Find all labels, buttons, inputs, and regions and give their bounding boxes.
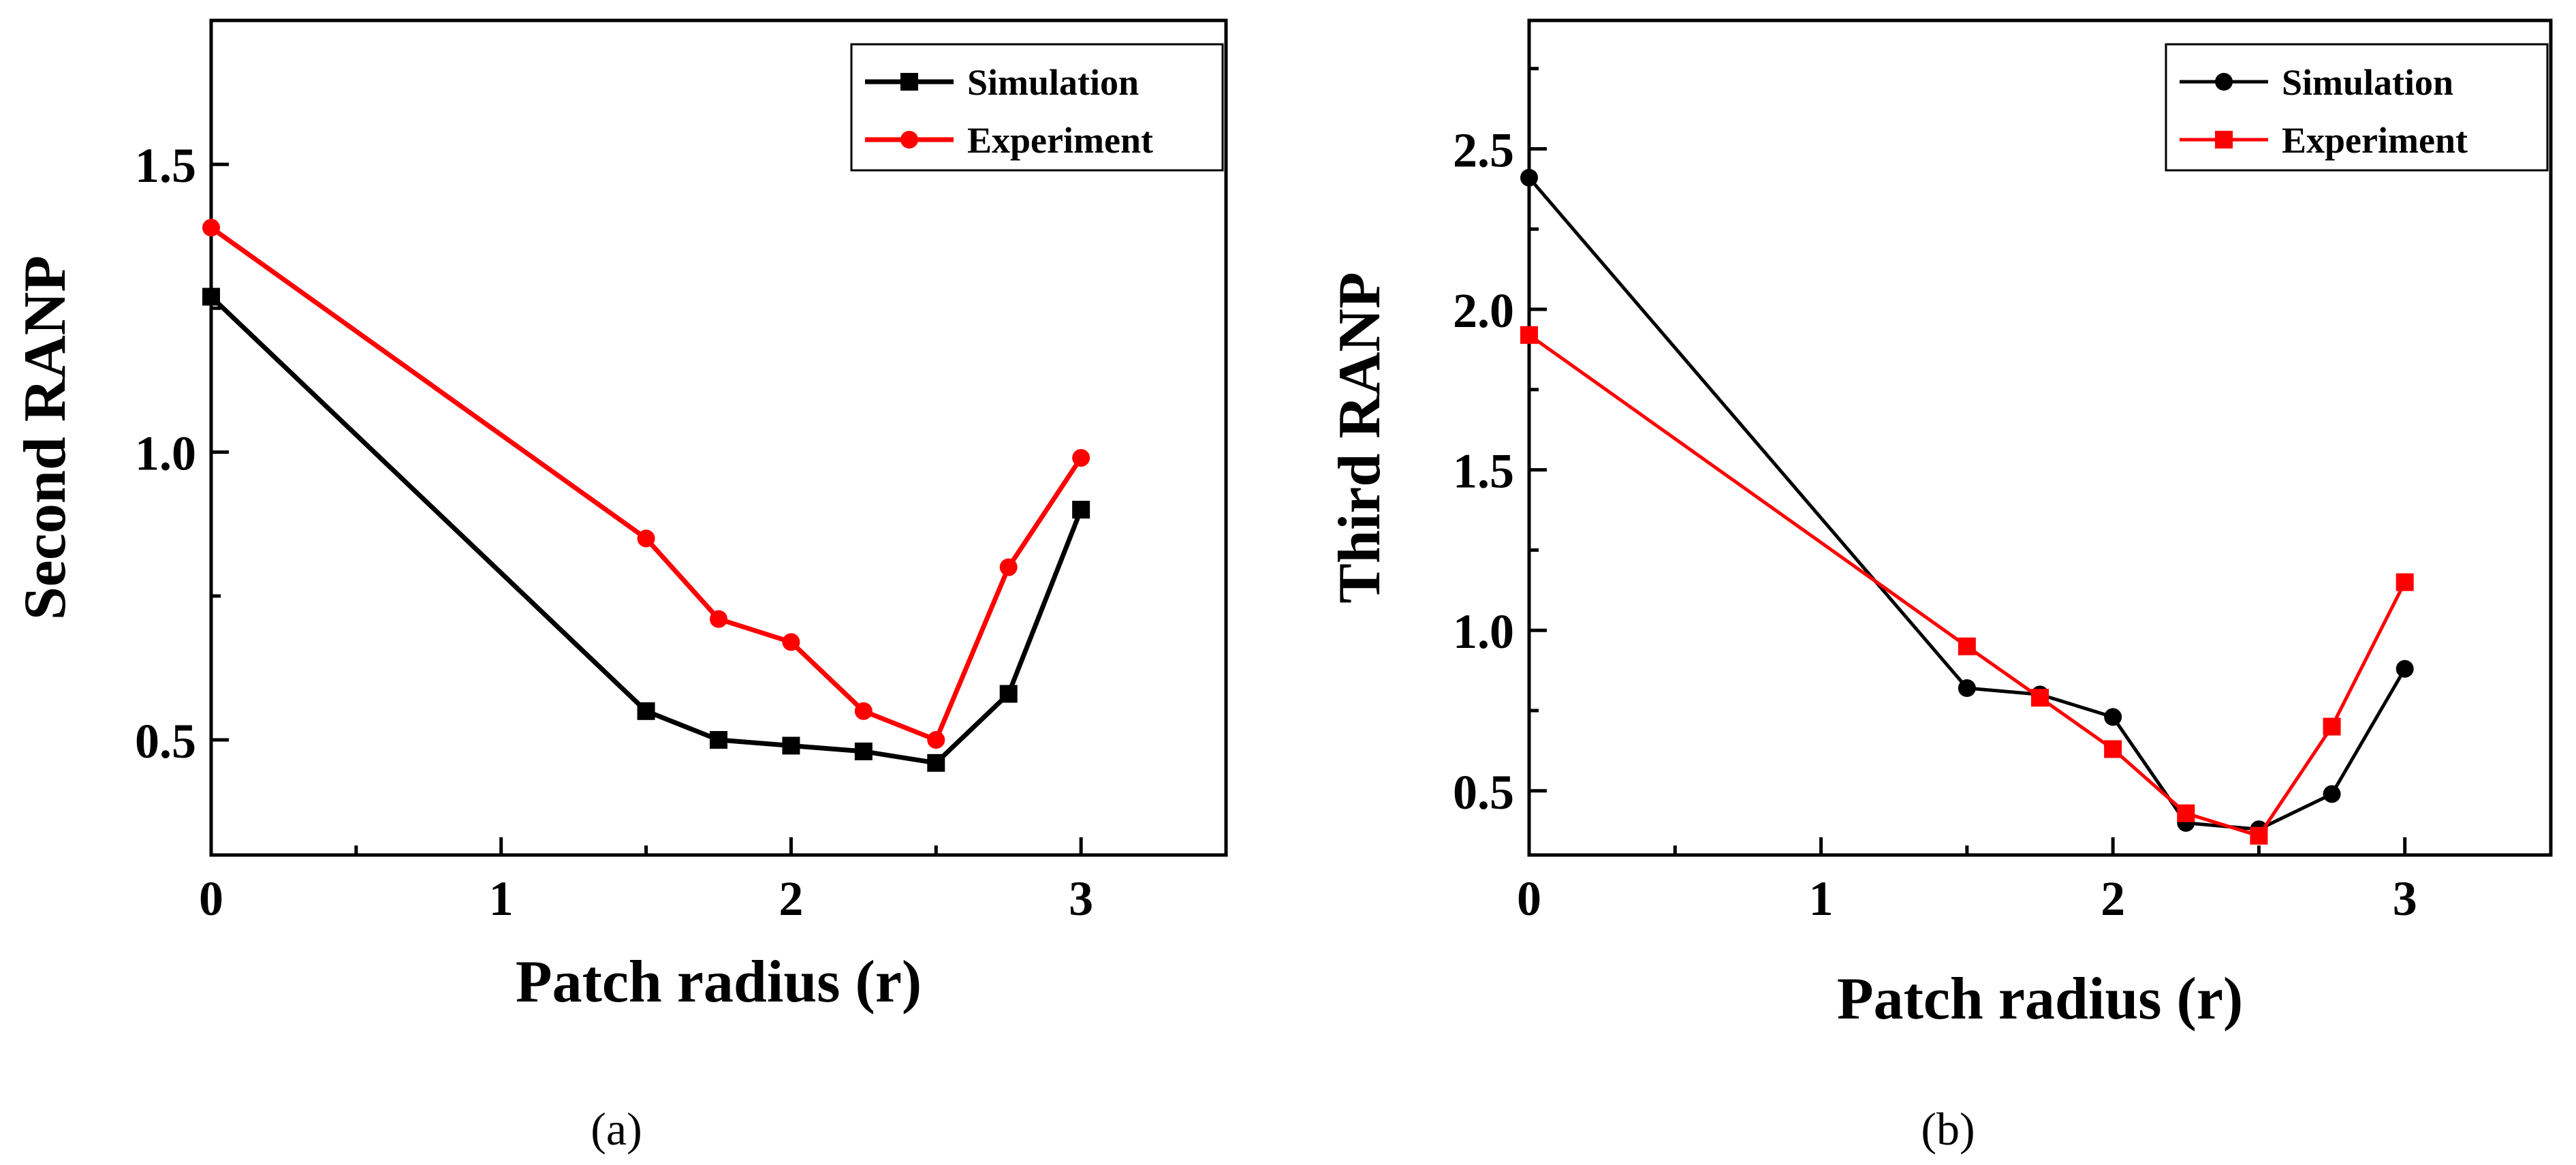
x-axis-title: Patch radius (r) [516, 949, 922, 1015]
data-point [927, 731, 945, 749]
x-tick-label: 1 [1809, 871, 1834, 926]
series-line [209, 294, 1084, 766]
y-axis-title: Third RANP [1327, 272, 1393, 604]
legend-marker [2215, 73, 2233, 91]
legend-item-experiment: Experiment [865, 120, 1153, 161]
data-point [202, 288, 220, 306]
y-tick-label: 1.5 [135, 138, 196, 193]
data-point [2177, 804, 2195, 822]
series-line [1528, 176, 2406, 831]
plot-frame [209, 18, 1228, 857]
x-tick-label: 0 [199, 871, 223, 926]
chart-panel-b: 0 1 2 3 0.5 1.0 1.5 2.0 2.5 Patch radius (r) Third… [1327, 18, 2553, 1155]
data-point [637, 702, 655, 720]
x-tick-label: 3 [1069, 871, 1093, 926]
x-tick-label: 2 [2101, 871, 2125, 926]
data-point [854, 742, 873, 760]
series-experiment [1520, 326, 2414, 845]
series-simulation [202, 288, 1090, 772]
legend-marker [900, 73, 918, 91]
plot-frame [1527, 18, 2553, 857]
data-point [2396, 659, 2414, 678]
legend-item-experiment: Experiment [2180, 120, 2468, 161]
data-point [1520, 168, 1538, 187]
data-point [2104, 740, 2122, 758]
data-point [202, 219, 220, 237]
chart-panel-a: 0 1 2 3 0.5 1.0 1.5 Patch radius (r) Second RANP… [12, 18, 1228, 1155]
x-tick-label: 1 [489, 871, 514, 926]
y-axis-title: Second RANP [12, 255, 78, 620]
legend-label: Simulation [2282, 62, 2453, 103]
data-point [927, 754, 945, 772]
legend-item-simulation: Simulation [2180, 62, 2453, 103]
data-point [2396, 573, 2414, 591]
data-point [782, 736, 800, 755]
data-point [782, 633, 800, 651]
legend-marker [2215, 131, 2233, 149]
data-point [1958, 679, 1976, 697]
data-point [1072, 449, 1090, 467]
legend-marker [900, 131, 918, 149]
x-axis-title: Patch radius (r) [1837, 966, 2243, 1032]
x-tick-label: 3 [2393, 871, 2417, 926]
y-tick-label: 1.0 [1453, 604, 1514, 659]
data-point [2031, 689, 2049, 707]
y-tick-label: 2.5 [1453, 123, 1514, 177]
series-line [209, 226, 1084, 743]
legend-label: Simulation [967, 62, 1139, 103]
x-tick-label: 2 [779, 871, 803, 926]
legend: Simulation Experiment [850, 43, 1224, 172]
data-point [710, 731, 727, 749]
legend-box [850, 43, 1224, 172]
data-point [999, 558, 1018, 576]
data-point [2323, 785, 2341, 803]
series-simulation [1520, 168, 2414, 839]
data-point [1958, 637, 1976, 655]
legend-label: Experiment [967, 120, 1153, 161]
data-point [2323, 717, 2341, 736]
y-tick-label: 1.0 [135, 426, 196, 481]
legend-item-simulation: Simulation [865, 62, 1139, 103]
x-tick-label: 0 [1517, 871, 1541, 926]
y-tick-label: 0.5 [1453, 765, 1514, 820]
data-point [637, 529, 655, 548]
legend: Simulation Experiment [2165, 43, 2549, 172]
y-tick-label: 0.5 [135, 714, 196, 768]
y-tick-label: 1.5 [1453, 444, 1514, 499]
y-tick-label: 2.0 [1453, 283, 1514, 338]
data-point [2104, 708, 2122, 726]
legend-box [2165, 43, 2549, 172]
data-point [1520, 326, 1538, 344]
data-point [1072, 501, 1090, 519]
data-point [2250, 826, 2268, 845]
data-point [710, 610, 727, 628]
series-line [1528, 333, 2406, 838]
series-experiment [202, 219, 1090, 749]
panel-label: (b) [1921, 1103, 1975, 1155]
data-point [999, 685, 1018, 703]
panel-label: (a) [591, 1103, 642, 1155]
data-point [854, 702, 873, 720]
legend-label: Experiment [2282, 120, 2468, 161]
